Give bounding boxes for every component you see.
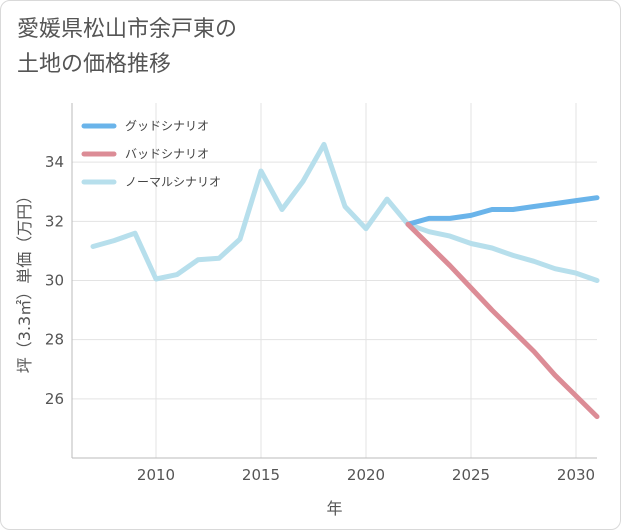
y-tick-label-34: 34 <box>45 153 64 171</box>
y-tick-label-30: 30 <box>45 272 64 290</box>
series-line-0 <box>405 195 600 227</box>
legend-label-1: バッドシナリオ <box>125 147 209 161</box>
x-tick-label-2010: 2010 <box>137 466 175 484</box>
series-line-1 <box>405 221 600 420</box>
y-axis-label: 坪（3.3㎡）単価（万円） <box>15 188 34 373</box>
series-line-2 <box>90 141 600 283</box>
legend-label-0: グッドシナリオ <box>125 119 209 133</box>
chart-title: 愛媛県松山市余戸東の 土地の価格推移 <box>17 17 238 77</box>
series-layer <box>90 141 600 420</box>
x-tick-label-2015: 2015 <box>242 466 280 484</box>
y-tick-label-26: 26 <box>45 390 64 408</box>
y-tick-label-32: 32 <box>45 212 64 230</box>
x-tick-label-2020: 2020 <box>347 466 385 484</box>
x-tick-label-2025: 2025 <box>452 466 490 484</box>
y-tick-label-28: 28 <box>45 331 64 349</box>
tick-labels: 2010 2015 2020 2025 2030 26 28 30 32 34 <box>45 153 595 484</box>
x-tick-label-2030: 2030 <box>557 466 595 484</box>
x-axis-label: 年 <box>326 499 342 518</box>
legend-label-2: ノーマルシナリオ <box>125 175 221 189</box>
